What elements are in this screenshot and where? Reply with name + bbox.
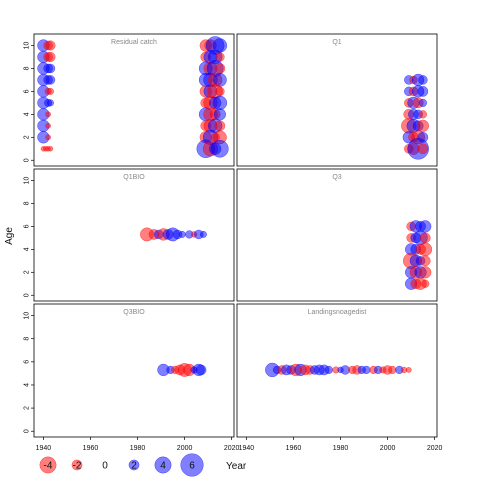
y-tick-label: 8 [24, 337, 31, 341]
legend-label: 4 [160, 461, 166, 472]
panel-5: Landingsnoagedist 1940 1960 1980 2000 2020 [236, 303, 443, 452]
bubble-point [388, 365, 397, 375]
y-tick-label: 4 [24, 112, 31, 116]
panel-title: Q1 [332, 39, 341, 46]
x-tick-label: 1940 [36, 445, 52, 452]
x-tick-label: 1940 [239, 445, 255, 452]
x-tick-label: 2000 [177, 445, 193, 452]
x-tick-label: 2000 [380, 445, 396, 452]
y-tick-label: 4 [24, 247, 31, 251]
legend: -4 -2 0 2 4 6 Year [39, 453, 247, 477]
bubble-point [213, 108, 227, 121]
legend-label: -2 [73, 461, 82, 472]
panel-title: Q3BIO [123, 309, 145, 316]
panel-frame [33, 303, 235, 438]
bubble-point [45, 122, 51, 129]
y-tick-label: 6 [24, 224, 31, 228]
bubble-point [418, 110, 427, 119]
bubble-point [418, 98, 427, 107]
x-tick-label: 1980 [130, 445, 146, 452]
bubble-point [46, 87, 54, 95]
legend-label: 2 [131, 461, 137, 472]
y-tick-label: 0 [24, 293, 31, 297]
y-tick-label: 10 [24, 312, 31, 320]
legend-label: 0 [102, 461, 108, 472]
bubble-point [417, 86, 429, 97]
bubble-point [419, 255, 431, 267]
bubble-point [215, 86, 225, 97]
bubble-point [417, 143, 429, 155]
bubble-point [45, 75, 56, 85]
bubble-point [47, 146, 54, 152]
panel-frame [33, 33, 235, 167]
panels-layer: Residual catch 0 2 4 6 8 10 Q1 Q1BIO 0 2 4 6 8 10 Q3 Q3B… [24, 33, 443, 452]
panel-title: Q3 [332, 174, 341, 181]
panel-frame [236, 303, 438, 438]
bubble-point [45, 134, 51, 141]
x-tick-label: 2020 [427, 445, 443, 452]
bubble-point [405, 367, 412, 373]
bubble-point [195, 364, 207, 376]
bubble-point [418, 242, 433, 257]
panel-4: Q3BIO 0 2 4 6 8 10 1940 1960 1980 2000 2020 [24, 303, 240, 452]
x-tick-label: 1960 [83, 445, 99, 452]
y-tick-label: 2 [24, 270, 31, 274]
bubble-point [45, 111, 51, 118]
x-tick-label: 1960 [286, 445, 302, 452]
bubble-point [419, 220, 432, 233]
bubble-point [212, 95, 228, 111]
bubble-point [421, 279, 430, 288]
y-tick-label: 6 [24, 89, 31, 93]
y-tick-label: 0 [24, 158, 31, 162]
bubble-point [215, 52, 225, 62]
bubble-point [418, 75, 428, 85]
legend-bubble [128, 459, 140, 471]
bubble-point [362, 365, 371, 375]
legend-label: -4 [44, 461, 53, 472]
y-tick-label: 8 [24, 201, 31, 205]
y-tick-label: 8 [24, 66, 31, 70]
x-tick-label: 1980 [333, 445, 349, 452]
bubble-point [419, 232, 431, 244]
bubble-point [324, 365, 333, 375]
legend-label: 6 [189, 461, 195, 472]
y-tick-label: 10 [24, 41, 31, 49]
y-tick-label: 10 [24, 176, 31, 184]
y-axis-label: Age [4, 227, 15, 245]
bubble-point [45, 40, 56, 51]
y-tick-label: 2 [24, 135, 31, 139]
bubble-point [199, 230, 207, 238]
bubble-point [419, 266, 432, 279]
legend-bubble [154, 456, 172, 474]
bubble-point [178, 230, 186, 238]
legend-bubble [39, 456, 57, 474]
legend-bubble [71, 459, 83, 471]
x-tick-label: 2020 [224, 445, 240, 452]
bubble-point [214, 120, 226, 132]
panel-frame [236, 168, 438, 302]
bubble-point [45, 51, 56, 62]
panel-2: Q1BIO 0 2 4 6 8 10 [24, 168, 235, 302]
panel-frame [236, 33, 438, 167]
bubble-point [46, 99, 54, 107]
panel-title: Residual catch [111, 39, 157, 46]
y-tick-label: 0 [24, 429, 31, 433]
y-tick-label: 6 [24, 360, 31, 364]
bubble-point [214, 63, 226, 74]
y-tick-label: 2 [24, 406, 31, 410]
legend-bubble [180, 453, 204, 477]
panel-frame [33, 168, 235, 302]
bubble-point [416, 119, 430, 132]
panel-3: Q3 [236, 168, 438, 302]
bubble-point [45, 63, 56, 74]
panel-title: Landingsnoagedist [308, 309, 367, 316]
panel-1: Q1 [236, 33, 438, 167]
panel-title: Q1BIO [123, 174, 145, 181]
y-tick-label: 4 [24, 383, 31, 387]
bubble-point [211, 140, 229, 158]
panel-0: Residual catch 0 2 4 6 8 10 [24, 33, 235, 167]
x-axis-label: Year [226, 461, 247, 472]
